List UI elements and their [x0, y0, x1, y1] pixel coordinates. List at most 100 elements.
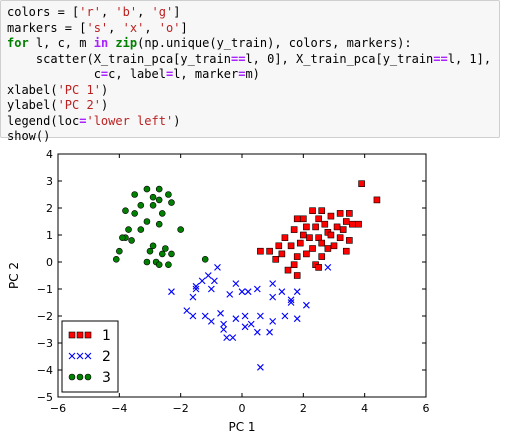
data-point-class-3	[143, 185, 151, 193]
code-token: 'b'	[115, 5, 138, 19]
data-point-class-3	[149, 242, 157, 250]
legend-label: 3	[102, 370, 111, 386]
code-token: xlabel(	[7, 82, 58, 97]
x-axis-label: PC 1	[228, 420, 255, 434]
code-token: 'lower left'	[86, 113, 174, 128]
data-point-class-1	[284, 266, 292, 274]
code-token: ,	[100, 5, 116, 19]
x-tick-label: 0	[239, 402, 246, 415]
legend-marker	[84, 331, 92, 339]
data-point-class-2	[293, 288, 301, 296]
data-point-class-1	[342, 218, 350, 225]
code-line: scatter(X_train_pca[y_train==l, 0], X_tr…	[7, 52, 491, 66]
data-point-class-2	[269, 293, 277, 301]
data-point-class-2	[217, 309, 224, 317]
y-tick-label: −2	[37, 310, 53, 323]
data-point-class-1	[272, 256, 280, 263]
data-point-class-2	[220, 320, 227, 328]
data-point-class-1	[303, 250, 310, 258]
data-point-class-2	[207, 285, 215, 293]
data-point-class-1	[318, 239, 326, 247]
data-point-class-1	[300, 231, 307, 239]
code-line: for l, c, m in zip(np.unique(y_train), c…	[7, 36, 412, 50]
data-point-class-2	[287, 299, 295, 306]
code-token: zip	[115, 36, 138, 50]
data-point-class-2	[247, 320, 255, 328]
code-token: ==	[230, 51, 246, 66]
data-point-class-1	[327, 212, 335, 220]
data-point-class-1	[318, 253, 326, 260]
data-point-class-3	[125, 226, 132, 233]
figure: −6 −4 −2 0 2 4 6 −5 −4 −3 −2 −1 0 1 2 3 4 PC 1 PC 2 1 2 3	[0, 142, 440, 444]
data-point-class-1	[309, 245, 316, 252]
data-point-class-2	[168, 288, 175, 296]
code-token: l, c, m	[28, 36, 94, 50]
data-point-class-3	[165, 261, 172, 268]
data-point-class-1	[346, 237, 353, 244]
code-token: show()	[7, 129, 51, 143]
legend-marker	[76, 352, 84, 360]
data-point-class-1	[275, 242, 283, 250]
data-point-class-1	[324, 245, 332, 252]
data-point-class-1	[349, 220, 356, 228]
code-line: colors = ['r', 'b', 'g']	[7, 5, 180, 19]
code-token: (np.unique(y_train), colors, markers):	[137, 36, 412, 50]
code-line: c=c, label=l, marker=m)	[7, 67, 260, 81]
code-token: ==	[433, 51, 448, 66]
data-point-class-3	[155, 261, 163, 268]
code-token: )	[100, 82, 109, 97]
code-token: )	[100, 98, 109, 112]
code-token: )	[173, 113, 181, 128]
y-tick-label: 2	[46, 202, 53, 215]
data-point-class-2	[198, 277, 206, 285]
code-token: 'PC 1'	[57, 82, 101, 97]
code-token: l, marker	[173, 67, 239, 81]
data-point-class-3	[146, 247, 154, 255]
x-tick-label: −4	[111, 402, 127, 415]
data-point-class-2	[211, 277, 218, 285]
code-token: for	[7, 36, 29, 50]
y-axis-label: PC 2	[7, 262, 21, 289]
code-token: in	[93, 36, 109, 50]
data-point-class-2	[253, 285, 261, 293]
data-point-class-3	[155, 220, 163, 228]
data-point-class-1	[278, 250, 286, 258]
legend-marker	[76, 373, 84, 381]
code-token: ,	[144, 20, 159, 35]
data-point-class-1	[355, 220, 362, 228]
code-line: markers = ['s', 'x', 'o']	[7, 21, 188, 35]
data-point-class-3	[177, 226, 184, 233]
legend-marker	[68, 331, 76, 339]
data-point-class-2	[269, 318, 277, 325]
data-point-class-1	[333, 223, 341, 231]
data-point-class-2	[269, 280, 277, 287]
code-cell[interactable]: colors = ['r', 'b', 'g'] markers = ['s',…	[0, 0, 500, 143]
code-token: =	[79, 113, 87, 128]
y-tick-label: 3	[46, 175, 53, 188]
data-point-class-1	[358, 180, 365, 188]
y-tick-label: 0	[46, 256, 53, 269]
code-token: l, 1],	[447, 51, 492, 66]
code-line: show()	[7, 129, 50, 143]
data-point-class-2	[232, 280, 240, 287]
code-token: l, 0], X_train_pca[y_train	[245, 51, 434, 66]
y-tick-label: 1	[46, 229, 53, 242]
code-token: 'PC 2'	[57, 98, 101, 112]
data-point-class-1	[336, 234, 344, 241]
data-point-class-3	[128, 237, 135, 244]
data-point-class-2	[244, 288, 252, 296]
data-point-class-1	[336, 210, 344, 217]
data-point-class-3	[122, 207, 129, 214]
data-point-class-1	[293, 253, 301, 260]
data-point-class-3	[155, 196, 163, 204]
data-point-class-2	[183, 307, 191, 314]
data-point-class-2	[192, 282, 200, 290]
y-tick-label: −3	[37, 337, 53, 350]
data-point-class-1	[315, 215, 322, 223]
data-point-class-1	[321, 220, 329, 228]
code-block[interactable]: colors = ['r', 'b', 'g'] markers = ['s',…	[1, 1, 499, 145]
data-point-class-2	[303, 301, 310, 309]
legend-marker	[84, 352, 92, 360]
code-token: c	[7, 67, 101, 81]
y-tick-label: −5	[37, 391, 53, 404]
